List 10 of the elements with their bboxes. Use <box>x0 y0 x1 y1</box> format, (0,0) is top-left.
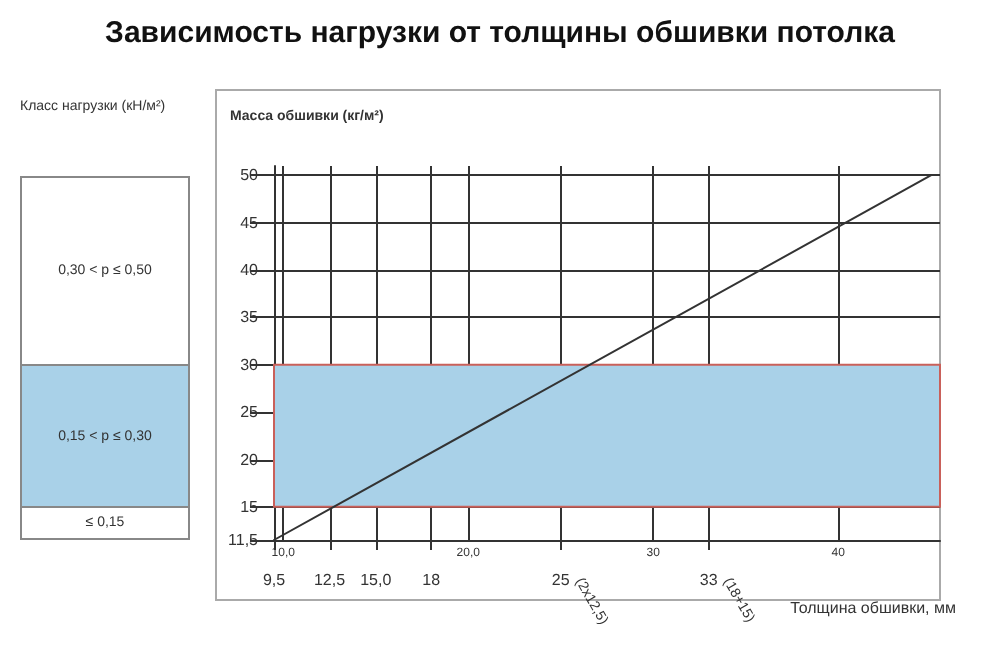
x-tick-label: 25 <box>551 571 571 589</box>
x-tick-label: 9,5 <box>262 571 287 589</box>
y-tick-label: 25 <box>240 403 260 422</box>
x-tick-label: 33 <box>699 571 719 589</box>
chart-title: Зависимость нагрузки от толщины обшивки потолка <box>105 16 897 50</box>
y-tick-label: 11,5 <box>228 531 260 549</box>
x-tick-label: 15,0 <box>360 571 393 589</box>
x-axis-title: Толщина обшивки, мм <box>790 599 957 617</box>
x-tick-label: 12,5 <box>313 571 347 589</box>
x-tick-label: 18 <box>422 571 442 589</box>
